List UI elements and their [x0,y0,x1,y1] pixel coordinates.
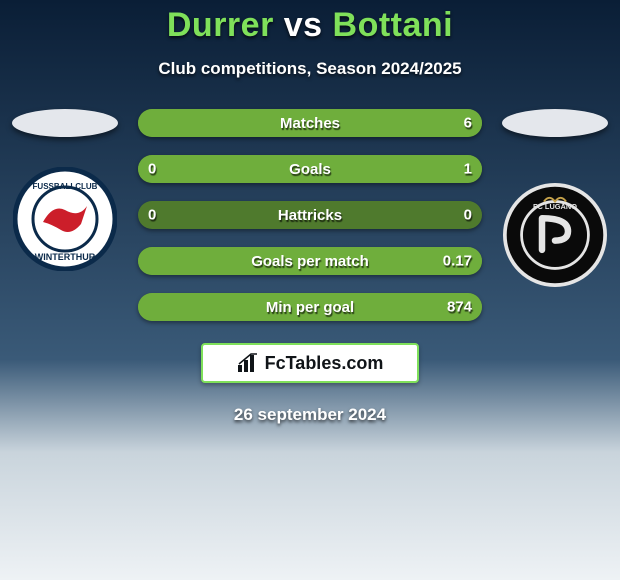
stat-value-right: 1 [464,161,472,178]
stat-row: Goals 0 1 [138,155,482,183]
stat-label: Matches [280,115,340,132]
stat-row: Min per goal 874 [138,293,482,321]
bar-chart-icon [237,353,259,373]
comparison-row: FUSSBALLCLUB WINTERTHUR Matches 6 Goals 0 1 H… [0,109,620,321]
right-player-column: FC LUGANO [500,109,610,287]
stat-row: Goals per match 0.17 [138,247,482,275]
stats-panel: Matches 6 Goals 0 1 Hattricks 0 0 Goals per matc… [138,109,482,321]
stat-value-right: 874 [447,299,472,316]
stat-label: Min per goal [266,299,354,316]
footer-date: 26 september 2024 [0,405,620,425]
subtitle: Club competitions, Season 2024/2025 [0,59,620,79]
right-club-badge: FC LUGANO [503,183,607,287]
svg-text:WINTERTHUR: WINTERTHUR [35,252,96,262]
winterthur-badge-icon: FUSSBALLCLUB WINTERTHUR [13,167,117,271]
stat-label: Goals [289,161,331,178]
left-club-badge: FUSSBALLCLUB WINTERTHUR [13,167,117,271]
stat-label: Hattricks [278,207,342,224]
stat-value-right: 0.17 [443,253,472,270]
stat-row: Hattricks 0 0 [138,201,482,229]
right-flag-oval [502,109,608,137]
title-player-left: Durrer [167,6,274,44]
svg-text:FC LUGANO: FC LUGANO [533,202,577,211]
brand-text: FcTables.com [265,353,384,374]
stat-row: Matches 6 [138,109,482,137]
brand-badge[interactable]: FcTables.com [201,343,419,383]
stat-value-right: 6 [464,115,472,132]
title-player-right: Bottani [333,6,454,44]
stat-value-left: 0 [148,207,156,224]
stat-value-right: 0 [464,207,472,224]
stat-label: Goals per match [251,253,369,270]
left-player-column: FUSSBALLCLUB WINTERTHUR [10,109,120,271]
lugano-badge-icon: FC LUGANO [503,179,607,291]
left-flag-oval [12,109,118,137]
svg-text:FUSSBALLCLUB: FUSSBALLCLUB [33,182,98,191]
stat-value-left: 0 [148,161,156,178]
page-title: Durrer vs Bottani [0,6,620,45]
title-vs: vs [274,6,333,44]
